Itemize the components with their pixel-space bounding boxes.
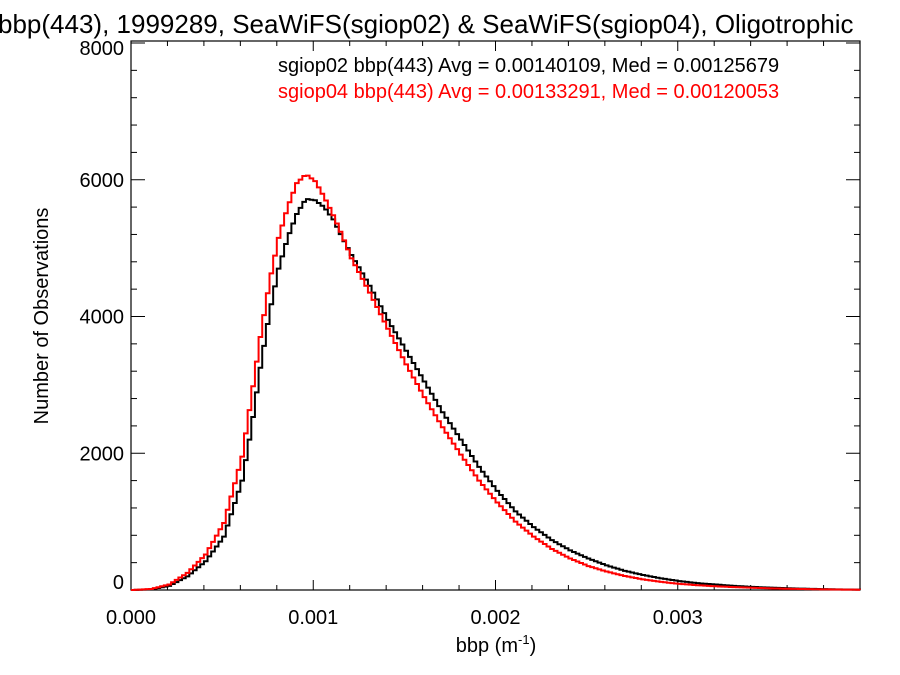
y-tick-label: 4000 [80, 307, 125, 329]
x-tick-label: 0.001 [288, 607, 338, 629]
plot-frame [130, 40, 861, 591]
series-lines [131, 174, 861, 591]
y-tick-label: 0 [113, 572, 124, 594]
x-tick-label: 0.003 [653, 607, 703, 629]
x-axis-label: bbp (m-1) [456, 632, 536, 657]
series-line-sgiop02 [131, 198, 861, 591]
y-tick-label: 6000 [80, 170, 125, 192]
chart-title: bbp(443), 1999289, SeaWiFS(sgiop02) & Se… [0, 9, 854, 39]
y-tick-label: 8000 [80, 38, 125, 60]
x-tick-label: 0.000 [106, 607, 156, 629]
y-axis-label: Number of Observations [31, 208, 53, 425]
legend-entry-sgiop02: sgiop02 bbp(443) Avg = 0.00140109, Med =… [278, 55, 779, 77]
x-tick-label: 0.002 [470, 607, 520, 629]
tick-labels: 0.000 0.001 0.002 0.003 0 2000 4000 6000 8000 [80, 38, 703, 629]
y-tick-label: 2000 [80, 443, 125, 465]
axis-ticks [130, 41, 861, 591]
legend-entry-sgiop04: sgiop04 bbp(443) Avg = 0.00133291, Med =… [278, 81, 779, 103]
series-line-sgiop04 [131, 174, 861, 591]
